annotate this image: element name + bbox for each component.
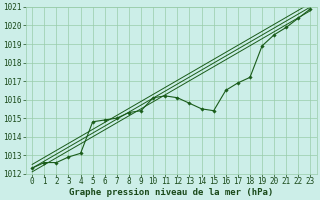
X-axis label: Graphe pression niveau de la mer (hPa): Graphe pression niveau de la mer (hPa) xyxy=(69,188,274,197)
